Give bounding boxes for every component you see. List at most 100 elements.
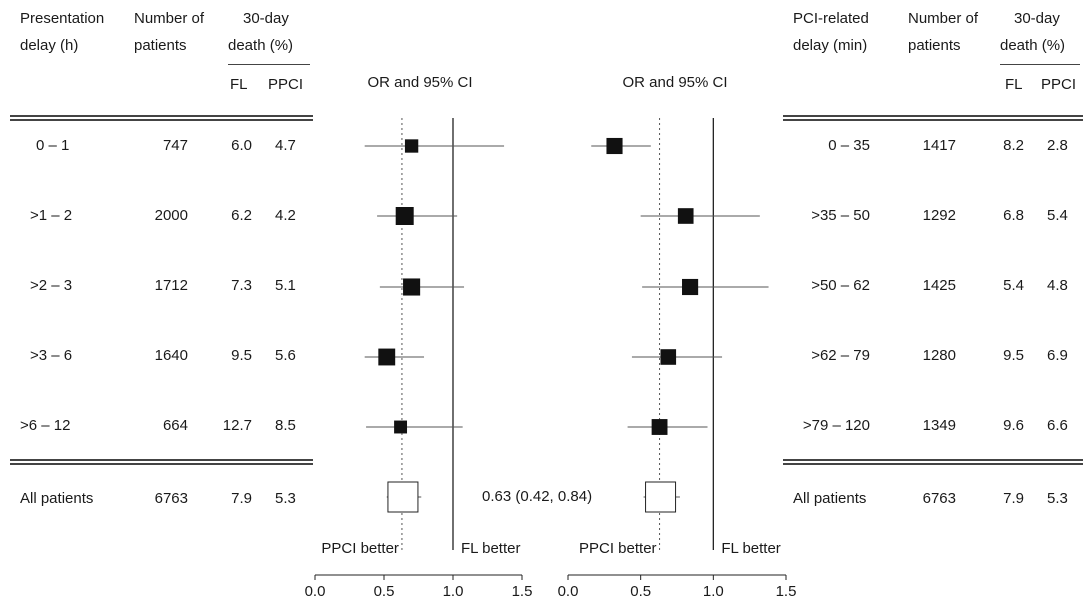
table-row-fl: 5.4 — [1003, 277, 1024, 294]
x-tick-label: 1.0 — [703, 583, 724, 600]
right-n-header-line1: Number of — [908, 10, 979, 27]
forest-plot-title: OR and 95% CI — [367, 74, 472, 91]
table-row-fl: 9.6 — [1003, 417, 1024, 434]
table-row-ppci: 4.8 — [1047, 277, 1068, 294]
right-header-rule — [783, 115, 1083, 121]
table-row-ppci: 6.9 — [1047, 347, 1068, 364]
left-ppci-header: PPCI — [268, 76, 304, 93]
table-row-label: >2 – 3 — [30, 277, 73, 294]
table-row-fl: 12.7 — [222, 417, 252, 434]
table-row-n: 1349 — [922, 417, 956, 434]
table-row-label: >50 – 62 — [811, 277, 870, 294]
table-row-n: 1292 — [922, 207, 956, 224]
left-n-header-line2: patients — [134, 37, 187, 54]
pooled-estimate-box — [645, 481, 677, 513]
table-row-n: 1417 — [922, 137, 956, 154]
or-point — [394, 420, 408, 434]
table-row-label: >6 – 12 — [20, 417, 71, 434]
table-row-label: 0 – 35 — [828, 137, 870, 154]
x-tick-label: 1.5 — [776, 583, 797, 600]
table-row-n: 664 — [162, 417, 188, 434]
table-row-label: >3 – 6 — [30, 347, 73, 364]
table-row-n: 2000 — [154, 207, 188, 224]
right-total-rule — [783, 459, 1083, 465]
right-delay-header-line1: PCI-related — [793, 10, 869, 27]
table-row-n: 1712 — [154, 277, 188, 294]
or-point — [651, 419, 668, 435]
fl-better-label: FL better — [721, 540, 780, 557]
x-tick-label: 0.5 — [374, 583, 395, 600]
or-point — [606, 137, 623, 155]
table-row-ppci: 2.8 — [1047, 137, 1068, 154]
table-row-n: 1640 — [154, 347, 188, 364]
table-row-label: >79 – 120 — [802, 417, 870, 434]
table-row-ppci: 5.1 — [275, 277, 296, 294]
right-total-ppci: 5.3 — [1047, 490, 1068, 507]
forest-plot-title: OR and 95% CI — [622, 74, 727, 91]
table-row-ppci: 5.6 — [275, 347, 296, 364]
table-row-label: >62 – 79 — [811, 347, 870, 364]
or-point — [404, 139, 419, 153]
left-total-ppci: 5.3 — [275, 490, 296, 507]
left-n-header-line1: Number of — [134, 10, 205, 27]
x-tick-label: 1.0 — [443, 583, 464, 600]
left-delay-header-line1: Presentation — [20, 10, 105, 27]
or-point — [378, 348, 396, 366]
left-total-label: All patients — [20, 490, 94, 507]
right-fl-header: FL — [1005, 76, 1023, 93]
or-point — [403, 278, 421, 296]
right-total-label: All patients — [793, 490, 867, 507]
left-death-underline — [228, 64, 310, 65]
x-tick-label: 0.0 — [305, 583, 326, 600]
right-death-underline — [1000, 64, 1080, 65]
x-tick-label: 0.5 — [630, 583, 651, 600]
forest-plot-1: OR and 95% CI PPCI better FL better 0.0 0.5 1… — [305, 74, 533, 600]
table-row-ppci: 4.7 — [275, 137, 296, 154]
table-row-ppci: 6.6 — [1047, 417, 1068, 434]
forest-plot-2: OR and 95% CI PPCI better FL better 0.0 0.5 1… — [558, 74, 797, 600]
right-total-n: 6763 — [922, 490, 956, 507]
table-row-n: 1425 — [922, 277, 956, 294]
table-row-fl: 6.8 — [1003, 207, 1024, 224]
or-point — [395, 207, 414, 225]
left-total-fl: 7.9 — [231, 490, 252, 507]
left-header-rule — [10, 115, 313, 121]
table-row-n: 1280 — [922, 347, 956, 364]
ppci-better-label: PPCI better — [579, 540, 657, 557]
left-death-header-line2: death (%) — [228, 37, 294, 54]
table-row-label: >35 – 50 — [811, 207, 870, 224]
or-point — [660, 349, 677, 365]
table-row-label: 0 – 1 — [36, 137, 70, 154]
right-death-header-line1: 30-day — [1014, 10, 1060, 27]
pooled-estimate-label: 0.63 (0.42, 0.84) — [482, 488, 593, 505]
or-point — [677, 208, 694, 224]
table-row-ppci: 4.2 — [275, 207, 296, 224]
right-delay-header-line2: delay (min) — [793, 37, 868, 54]
left-delay-header-line2: delay (h) — [20, 37, 79, 54]
fl-better-label: FL better — [461, 540, 520, 557]
table-row-n: 747 — [162, 137, 188, 154]
x-tick-label: 1.5 — [512, 583, 533, 600]
table-row-fl: 7.3 — [231, 277, 252, 294]
table-row-fl: 8.2 — [1003, 137, 1024, 154]
left-fl-header: FL — [230, 76, 248, 93]
table-row-label: >1 – 2 — [30, 207, 73, 224]
x-tick-label: 0.0 — [558, 583, 579, 600]
table-row-fl: 6.0 — [231, 137, 252, 154]
table-row-fl: 9.5 — [1003, 347, 1024, 364]
left-death-header-line1: 30-day — [243, 10, 289, 27]
or-point — [682, 278, 699, 296]
right-n-header-line2: patients — [908, 37, 961, 54]
right-ppci-header: PPCI — [1041, 76, 1077, 93]
pooled-estimate-box — [387, 481, 419, 513]
table-row-ppci: 5.4 — [1047, 207, 1068, 224]
table-row-ppci: 8.5 — [275, 417, 296, 434]
table-row-fl: 9.5 — [231, 347, 252, 364]
right-total-fl: 7.9 — [1003, 490, 1024, 507]
ppci-better-label: PPCI better — [321, 540, 399, 557]
left-total-n: 6763 — [154, 490, 188, 507]
right-death-header-line2: death (%) — [1000, 37, 1066, 54]
table-row-fl: 6.2 — [231, 207, 252, 224]
left-total-rule — [10, 459, 313, 465]
